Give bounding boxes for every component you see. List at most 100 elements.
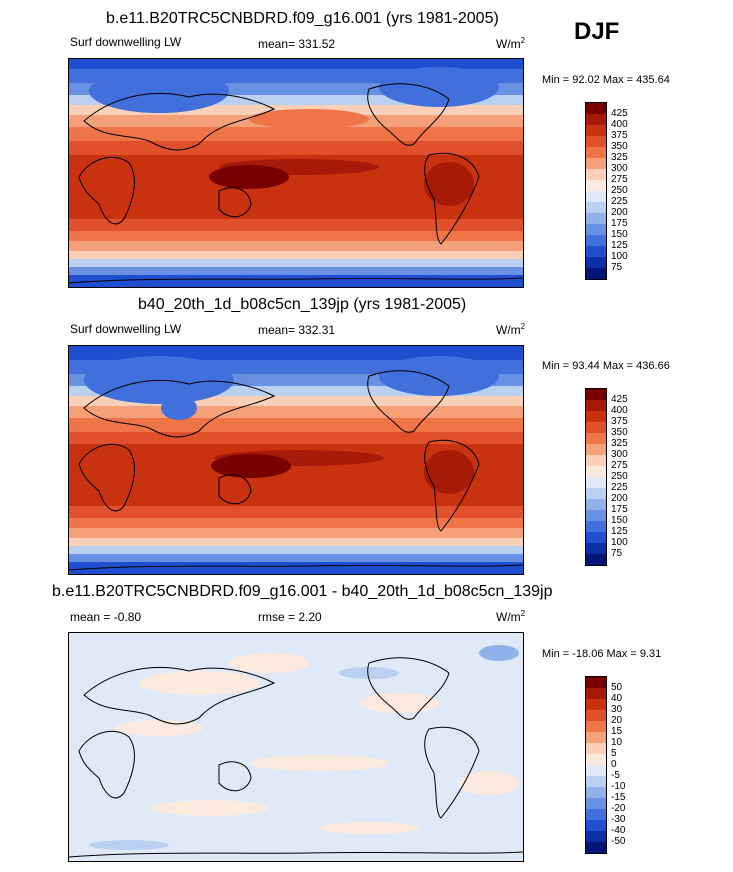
colorbar-2-label-11: 150 bbox=[611, 515, 628, 526]
panel-2-variable-label: Surf downwelling LW bbox=[70, 322, 182, 336]
colorbar-2-swatch-1 bbox=[586, 400, 606, 411]
panel-2-units: W/m2 bbox=[496, 322, 526, 337]
colorbar-1-label-2: 375 bbox=[611, 130, 628, 141]
colorbar-3-label-9: -10 bbox=[611, 781, 626, 792]
colorbar-3-label-2: 30 bbox=[611, 704, 623, 715]
colorbar-1-swatch-1 bbox=[586, 114, 606, 125]
panel-3-units: W/m2 bbox=[496, 609, 526, 624]
colorbar-2-swatch-12 bbox=[586, 521, 606, 532]
colorbar-2-label-8: 225 bbox=[611, 482, 628, 493]
colorbar-3-swatch-7 bbox=[586, 754, 606, 765]
colorbar-3-label-10: -15 bbox=[611, 792, 626, 803]
panel-1-units: W/m2 bbox=[496, 36, 526, 51]
colorbar-1-label-5: 300 bbox=[611, 163, 628, 174]
colorbar-1-label-11: 150 bbox=[611, 229, 628, 240]
colorbar-3-swatch-3 bbox=[586, 710, 606, 721]
colorbar-2-label-7: 250 bbox=[611, 471, 628, 482]
colorbar-1-swatch-8 bbox=[586, 191, 606, 202]
colorbar-3-label-1: 40 bbox=[611, 693, 623, 704]
colorbar-3-swatch-13 bbox=[586, 820, 606, 831]
colorbar-1-label-7: 250 bbox=[611, 185, 628, 196]
colorbar-3-label-3: 20 bbox=[611, 715, 623, 726]
colorbar-3-label-6: 5 bbox=[611, 748, 617, 759]
colorbar-2-swatch-2 bbox=[586, 411, 606, 422]
colorbar-1-label-0: 425 bbox=[611, 108, 628, 119]
colorbar-2-label-9: 200 bbox=[611, 493, 628, 504]
colorbar-3-swatch-5 bbox=[586, 732, 606, 743]
colorbar-1-swatch-11 bbox=[586, 224, 606, 235]
colorbar-3-swatch-8 bbox=[586, 765, 606, 776]
colorbar-3-label-0: 50 bbox=[611, 682, 623, 693]
panel-3-map-field bbox=[69, 633, 523, 861]
colorbar-2-label-4: 325 bbox=[611, 438, 628, 449]
colorbar-1-label-12: 125 bbox=[611, 240, 628, 251]
colorbar-2-label-2: 375 bbox=[611, 416, 628, 427]
colorbar-1-label-6: 275 bbox=[611, 174, 628, 185]
colorbar-2-swatch-15 bbox=[586, 554, 606, 565]
colorbar-1-label-14: 75 bbox=[611, 262, 623, 273]
panel-3-rmse-label: rmse = 2.20 bbox=[258, 610, 322, 624]
colorbar-2-label-6: 275 bbox=[611, 460, 628, 471]
colorbar-3-swatch-11 bbox=[586, 798, 606, 809]
colorbar-1-swatch-13 bbox=[586, 246, 606, 257]
colorbar-1-swatch-10 bbox=[586, 213, 606, 224]
colorbar-2-swatch-7 bbox=[586, 466, 606, 477]
colorbar-3-label-14: -50 bbox=[611, 836, 626, 847]
colorbar-2-swatch-10 bbox=[586, 499, 606, 510]
colorbar-3-swatch-9 bbox=[586, 776, 606, 787]
colorbar-1-swatch-4 bbox=[586, 147, 606, 158]
colorbar-2-swatch-0 bbox=[586, 389, 606, 400]
colorbar-3-swatch-10 bbox=[586, 787, 606, 798]
colorbar-1-swatch-0 bbox=[586, 103, 606, 114]
colorbar-3-swatch-2 bbox=[586, 699, 606, 710]
panel-1-minmax: Min = 92.02 Max = 435.64 bbox=[542, 74, 670, 86]
colorbar-2-label-14: 75 bbox=[611, 548, 623, 559]
colorbar-1-label-10: 175 bbox=[611, 218, 628, 229]
colorbar-1-swatch-2 bbox=[586, 125, 606, 136]
colorbar-2-swatch-11 bbox=[586, 510, 606, 521]
colorbar-1-label-4: 325 bbox=[611, 152, 628, 163]
colorbar-1-label-9: 200 bbox=[611, 207, 628, 218]
colorbar-3-label-7: 0 bbox=[611, 759, 617, 770]
colorbar-3-swatch-4 bbox=[586, 721, 606, 732]
colorbar-1-swatch-12 bbox=[586, 235, 606, 246]
colorbar-2-swatch-13 bbox=[586, 532, 606, 543]
panel-3-title: b.e11.B20TRC5CNBDRD.f09_g16.001 - b40_20… bbox=[52, 583, 553, 600]
colorbar-2-label-5: 300 bbox=[611, 449, 628, 460]
colorbar-3-swatch-0 bbox=[586, 677, 606, 688]
colorbar-3-label-4: 15 bbox=[611, 726, 623, 737]
colorbar-1-swatch-15 bbox=[586, 268, 606, 279]
colorbar-1-label-1: 400 bbox=[611, 119, 628, 130]
colorbar-2-label-12: 125 bbox=[611, 526, 628, 537]
panel-2-map-field bbox=[69, 346, 523, 574]
colorbar-3-swatch-12 bbox=[586, 809, 606, 820]
colorbar-2-swatch-14 bbox=[586, 543, 606, 554]
colorbar-2-label-10: 175 bbox=[611, 504, 628, 515]
colorbar-1-swatch-7 bbox=[586, 180, 606, 191]
colorbar-2-label-1: 400 bbox=[611, 405, 628, 416]
panel-3-mean-label: mean = -0.80 bbox=[70, 610, 142, 624]
panel-1-map bbox=[68, 58, 524, 288]
colorbar-3-swatch-15 bbox=[586, 842, 606, 853]
colorbar-2-swatch-4 bbox=[586, 433, 606, 444]
panel-2-minmax: Min = 93.44 Max = 436.66 bbox=[542, 360, 670, 372]
panel-2-map bbox=[68, 345, 524, 575]
colorbar-1-swatch-6 bbox=[586, 169, 606, 180]
colorbar-1-label-8: 225 bbox=[611, 196, 628, 207]
colorbar-3-swatch-1 bbox=[586, 688, 606, 699]
colorbar-1-swatch-3 bbox=[586, 136, 606, 147]
colorbar-2-swatch-9 bbox=[586, 488, 606, 499]
colorbar-1-label-13: 100 bbox=[611, 251, 628, 262]
panel-3-map bbox=[68, 632, 524, 862]
colorbar-2-swatch-6 bbox=[586, 455, 606, 466]
colorbar-2-swatch-3 bbox=[586, 422, 606, 433]
colorbar-1-swatch-5 bbox=[586, 158, 606, 169]
colorbar-1-swatch-14 bbox=[586, 257, 606, 268]
panel-1-mean-label: mean= 331.52 bbox=[258, 37, 336, 51]
panel-2-mean-label: mean= 332.31 bbox=[258, 323, 336, 337]
colorbar-3-swatch-14 bbox=[586, 831, 606, 842]
panel-1-map-field bbox=[69, 59, 523, 287]
panel-1-title: b.e11.B20TRC5CNBDRD.f09_g16.001 (yrs 198… bbox=[106, 10, 499, 27]
season-label: DJF bbox=[574, 18, 620, 45]
colorbar-2-swatch-5 bbox=[586, 444, 606, 455]
